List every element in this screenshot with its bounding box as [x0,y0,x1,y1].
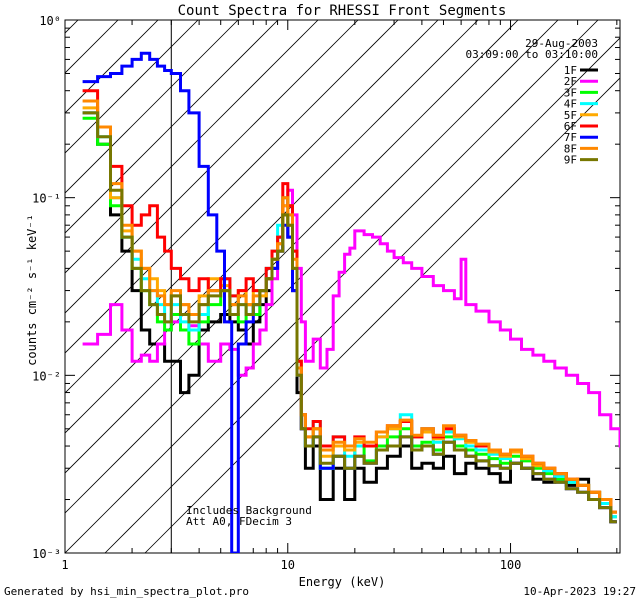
legend-label: 1F [564,64,577,77]
hatch-line [65,20,359,314]
chart-time-range: 03:09:00 to 03:10:00 [466,48,598,61]
series-line-9f [82,111,617,524]
chart-date: 29-Aug-2003 [525,37,598,50]
hatch-line [65,20,279,234]
y-axis: 10⁰ 10⁻¹ 10⁻² 10⁻³ [32,14,620,561]
legend-label: 9F [564,154,577,167]
hatch-line [65,20,439,394]
legend-label: 2F [564,75,577,88]
note-background: Includes Background [186,504,312,517]
y-tick-label: 10⁻² [32,369,61,383]
y-tick-label: 10⁰ [39,14,61,28]
series-line-1f [82,111,617,524]
plot-area [64,19,621,554]
x-axis-label: Energy (keV) [299,575,386,589]
chart-title: Count Spectra for RHESSI Front Segments [178,3,507,19]
hatch-line [65,20,199,154]
legend-label: 6F [564,120,577,133]
hatch-line [65,20,159,114]
y-tick-label: 10⁻¹ [32,192,61,206]
x-tick-label: 1 [61,558,68,572]
x-tick-label: 10 [281,558,295,572]
legend-label: 7F [564,131,577,144]
footer-generated-by: Generated by hsi_min_spectra_plot.pro [4,585,249,598]
legend-label: 5F [564,109,577,122]
x-tick-label: 100 [500,558,522,572]
hatch-line [65,20,119,74]
hatch-line [65,20,559,514]
hatch-line [65,20,399,354]
y-tick-label: 10⁻³ [32,547,61,561]
plot-frame [64,19,621,554]
legend-label: 3F [564,86,577,99]
hatch-line [65,20,319,274]
x-axis: 1 10 100 [61,20,618,572]
series-line-5f [82,106,617,514]
hatch-line [104,37,620,553]
series-layer [82,51,620,553]
y-axis-label: counts cm⁻² s⁻¹ keV⁻¹ [25,214,39,366]
footer-timestamp: 10-Apr-2023 19:27 [523,585,636,598]
note-attenuator: Att A0, FDecim 3 [186,515,292,528]
legend-label: 4F [564,98,577,111]
legend-label: 8F [564,142,577,155]
